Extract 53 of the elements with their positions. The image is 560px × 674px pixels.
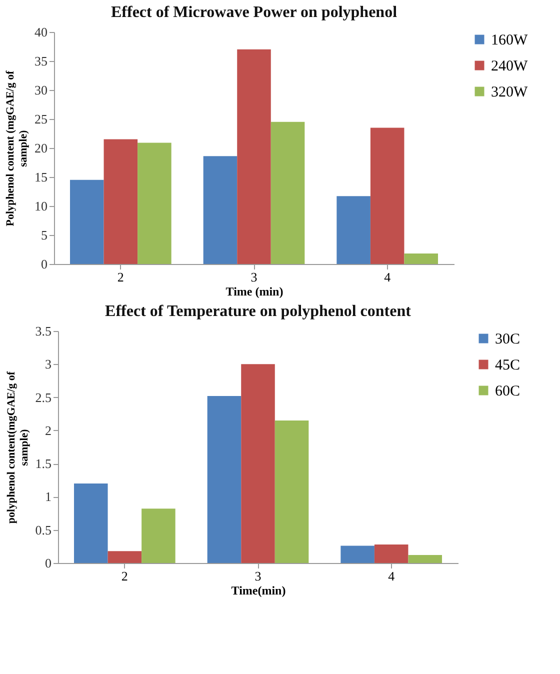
bar [374, 544, 408, 563]
y-axis-title: polyphenol content(mgGAE/g of sample) [5, 371, 30, 524]
y-tick-label: 30 [34, 82, 48, 98]
x-tick-label: 2 [117, 270, 124, 284]
bar [70, 180, 104, 264]
chart-title: Effect of Temperature on polyphenol content [105, 303, 412, 320]
y-tick-label: 0 [41, 256, 48, 272]
bar [207, 396, 242, 563]
bar [404, 254, 438, 264]
bar [370, 128, 404, 264]
bar [336, 196, 370, 264]
x-tick-label: 3 [250, 270, 258, 284]
legend-label: 45C [495, 358, 520, 374]
y-tick-label: 2.5 [35, 390, 52, 405]
y-tick-label: 20 [34, 140, 48, 156]
bar [241, 364, 275, 563]
bar [340, 546, 374, 563]
y-tick-label: 10 [34, 198, 48, 214]
y-tick-label: 2 [45, 422, 52, 438]
x-axis-title: Time (min) [226, 284, 284, 298]
y-tick-label: 40 [34, 24, 48, 40]
bar [408, 555, 442, 563]
y-tick-label: 15 [34, 170, 48, 184]
bar [203, 156, 238, 264]
legend-label: 320W [491, 84, 528, 100]
x-axis-title: Time(min) [231, 584, 286, 598]
bar [274, 420, 309, 563]
legend-label: 240W [491, 58, 528, 74]
y-axis-title: Polyphenol content (mgGAE/g of sample) [4, 70, 30, 226]
chart-title: Effect of Microwave Power on polyphenol [110, 4, 398, 21]
bar [104, 139, 138, 264]
x-tick-label: 3 [254, 568, 262, 584]
legend-label: 60C [495, 384, 520, 400]
y-tick-label: 5 [41, 228, 48, 242]
y-tick-label: 3 [45, 356, 52, 372]
bar [74, 483, 108, 563]
x-tick-label: 4 [384, 270, 392, 284]
legend-label: 160W [491, 32, 528, 48]
y-tick-label: 1.5 [35, 456, 52, 472]
y-tick-label: 0.5 [35, 522, 52, 538]
legend-label: 30C [495, 332, 520, 348]
bar [138, 142, 172, 264]
y-tick-label: 35 [34, 54, 48, 68]
bar [237, 49, 271, 264]
y-tick-label: 1 [45, 489, 52, 504]
x-tick-label: 2 [121, 568, 128, 584]
bar [270, 122, 305, 264]
x-tick-label: 4 [388, 568, 396, 584]
bar [142, 508, 176, 563]
y-tick-label: 3.5 [35, 324, 52, 338]
y-tick-label: 0 [45, 556, 52, 570]
bar [108, 551, 142, 563]
y-tick-label: 25 [34, 112, 48, 126]
